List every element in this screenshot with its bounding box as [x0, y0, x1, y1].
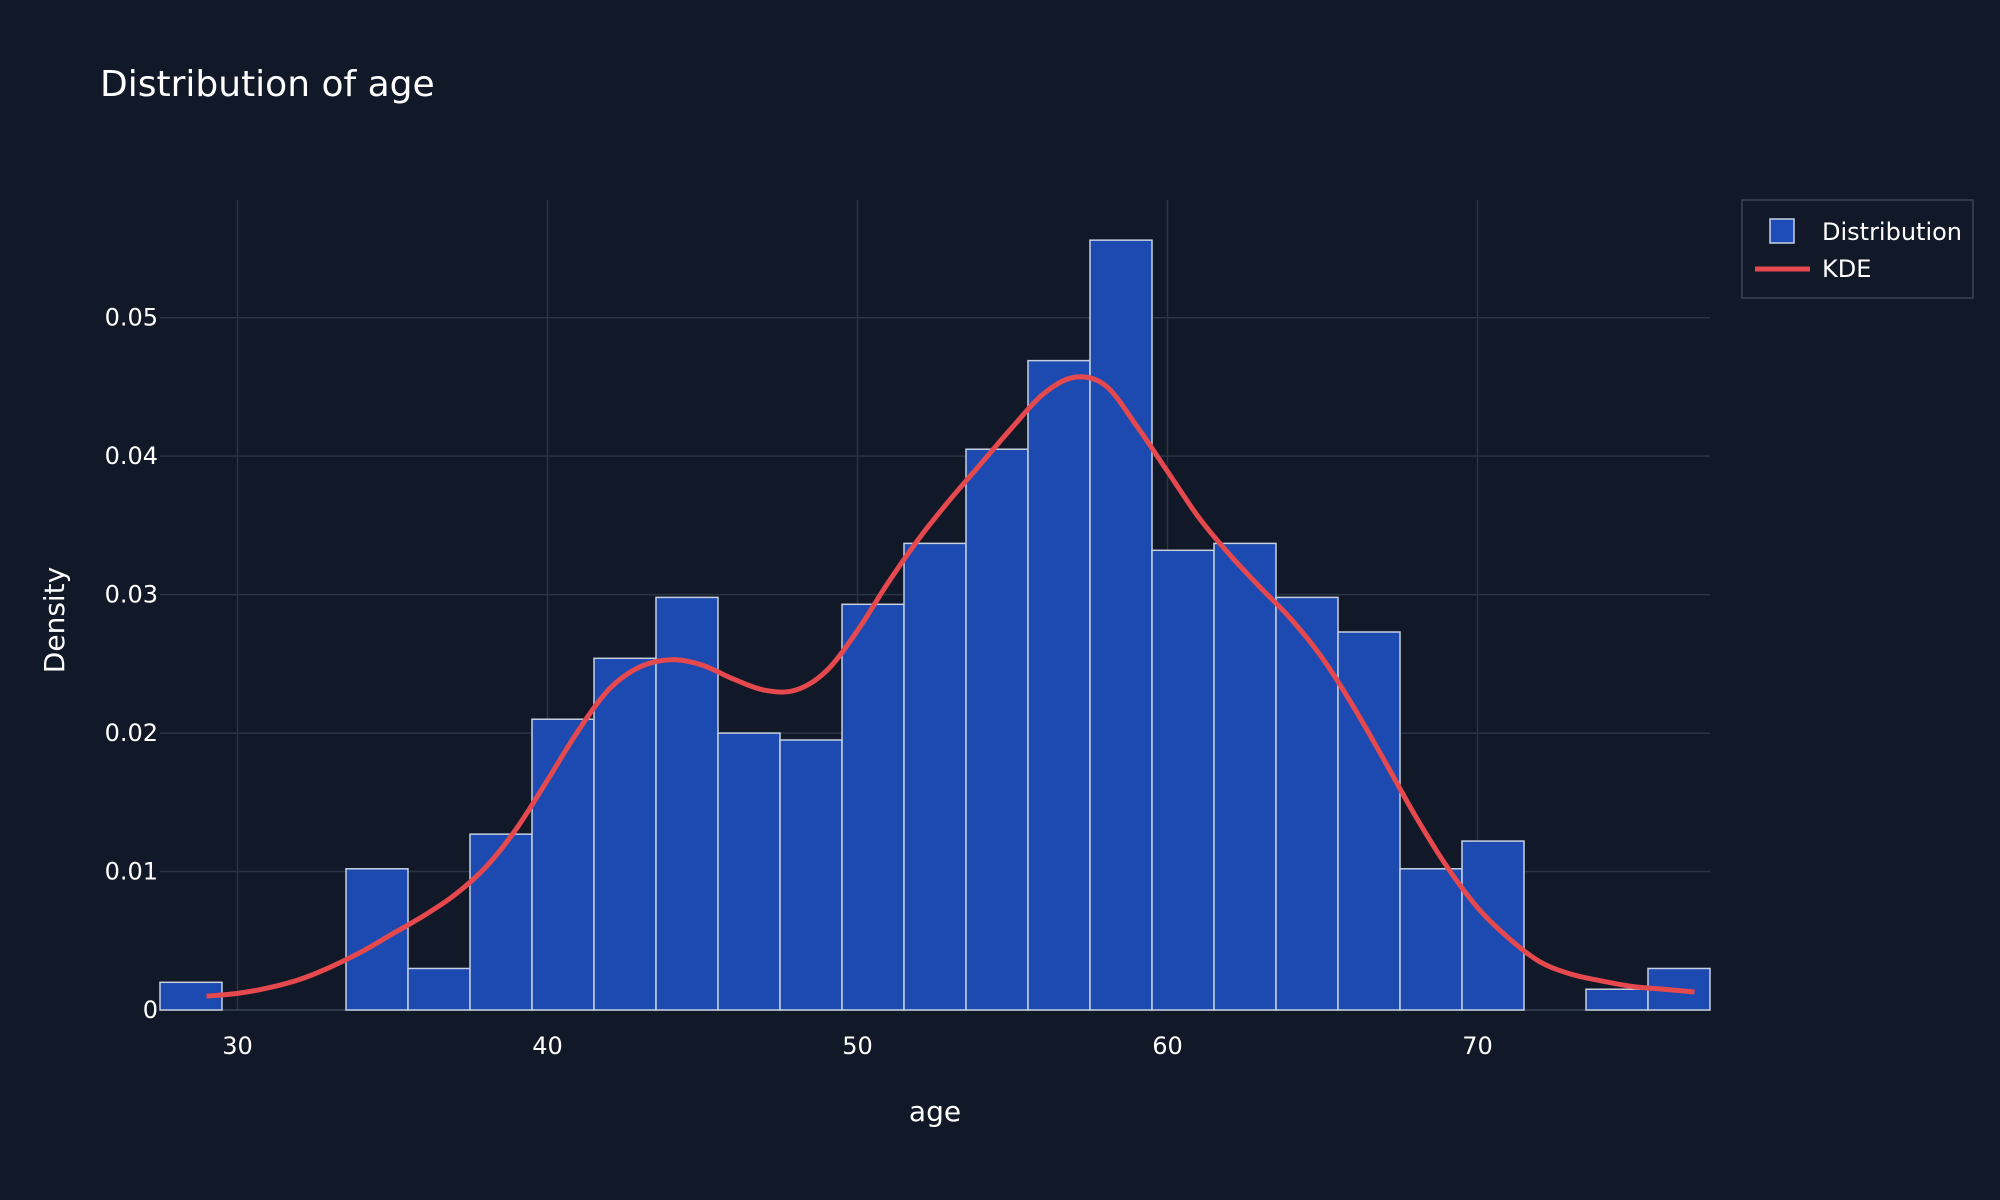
y-tick-label: 0.05 [105, 304, 158, 332]
y-axis-title: Density [38, 567, 71, 673]
legend: Distribution KDE [1741, 199, 1974, 299]
histogram-bar[interactable] [1213, 542, 1277, 1011]
histogram-bar[interactable] [593, 657, 657, 1011]
x-axis-title: age [909, 1095, 961, 1128]
kde-layer [206, 374, 1695, 999]
histogram-bar[interactable] [407, 967, 471, 1011]
histogram-bar[interactable] [903, 542, 967, 1011]
histogram-bar[interactable] [1399, 868, 1463, 1011]
histogram-bar[interactable] [1337, 631, 1401, 1011]
legend-box [1741, 199, 1974, 299]
histogram-bar[interactable] [965, 448, 1029, 1011]
histogram-bar[interactable] [779, 739, 843, 1011]
chart-title: Distribution of age [100, 64, 435, 105]
x-tick-label: 40 [532, 1032, 563, 1060]
y-tick-label: 0 [143, 996, 158, 1024]
histogram-bar[interactable] [1275, 596, 1339, 1011]
histogram-bar[interactable] [345, 868, 409, 1011]
x-tick-label: 70 [1462, 1032, 1493, 1060]
legend-label-distribution[interactable]: Distribution [1822, 218, 1962, 246]
histogram-bar[interactable] [717, 732, 781, 1011]
kde-line[interactable] [206, 374, 1695, 999]
y-tick-label: 0.04 [105, 442, 158, 470]
histogram-bar[interactable] [841, 603, 905, 1011]
axis-ticks: 30 40 50 60 70 0 0.01 0.02 0.03 0.04 0.05 [105, 304, 1493, 1060]
histogram-bar[interactable] [1027, 359, 1091, 1011]
histogram-bar[interactable] [1089, 239, 1153, 1011]
histogram-bar[interactable] [469, 833, 533, 1011]
x-tick-label: 30 [222, 1032, 253, 1060]
y-tick-label: 0.01 [105, 858, 158, 886]
legend-swatch-distribution[interactable] [1769, 218, 1795, 244]
histogram-bar[interactable] [1585, 988, 1649, 1011]
legend-label-kde[interactable]: KDE [1822, 255, 1871, 283]
x-tick-label: 50 [842, 1032, 873, 1060]
histogram-bars [159, 239, 1711, 1011]
y-tick-label: 0.03 [105, 581, 158, 609]
y-tick-label: 0.02 [105, 719, 158, 747]
x-tick-label: 60 [1152, 1032, 1183, 1060]
histogram-bar[interactable] [1151, 549, 1215, 1011]
histogram-bar[interactable] [531, 718, 595, 1011]
